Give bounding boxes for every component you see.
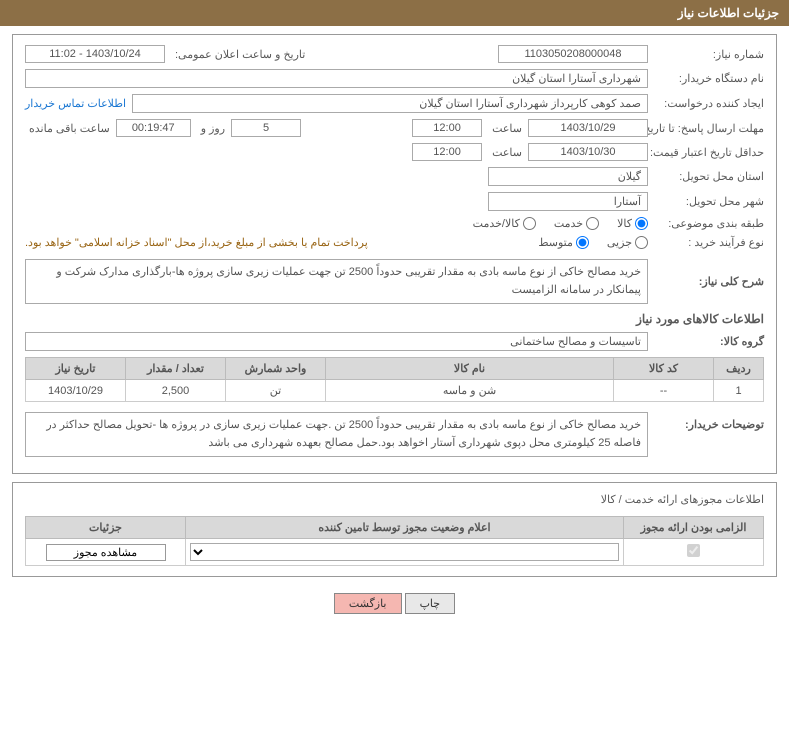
goods-info-title: اطلاعات کالاهای مورد نیاز <box>25 312 764 326</box>
goods-table: ردیف کد کالا نام کالا واحد شمارش تعداد /… <box>25 357 764 402</box>
td-qty: 2,500 <box>126 380 226 402</box>
deadline-time-field: 12:00 <box>412 119 482 137</box>
td-code: -- <box>614 380 714 402</box>
province-label: استان محل تحویل: <box>654 170 764 183</box>
license-table: الزامی بودن ارائه مجوز اعلام وضعیت مجوز … <box>25 516 764 566</box>
cat-radio-1[interactable] <box>635 217 648 230</box>
pt-radio-2[interactable] <box>576 236 589 249</box>
license-panel: اطلاعات مجوزهای ارائه خدمت / کالا الزامی… <box>12 482 777 577</box>
print-button[interactable]: چاپ <box>405 593 456 614</box>
payment-note: پرداخت تمام یا بخشی از مبلغ خرید،از محل … <box>25 236 368 249</box>
category-radio-group: کالا خدمت کالا/خدمت <box>473 217 648 230</box>
requester-label: ایجاد کننده درخواست: <box>654 97 764 110</box>
cat-radio-3[interactable] <box>523 217 536 230</box>
th-details: جزئیات <box>26 517 186 539</box>
contact-link[interactable]: اطلاعات تماس خریدار <box>25 97 126 110</box>
td-required <box>624 539 764 566</box>
province-field: گیلان <box>488 167 648 186</box>
buyer-notes-label: توضیحات خریدار: <box>654 412 764 431</box>
panel-header: جزئیات اطلاعات نیاز <box>0 0 789 26</box>
back-button[interactable]: بازگشت <box>334 593 402 614</box>
validity-date-field: 1403/10/30 <box>528 143 648 161</box>
category-label: طبقه بندی موضوعی: <box>654 217 764 230</box>
validity-label: حداقل تاریخ اعتبار قیمت: تا تاریخ: <box>654 146 764 159</box>
group-label: گروه کالا: <box>654 335 764 348</box>
pt-radio-1[interactable] <box>635 236 648 249</box>
td-name: شن و ماسه <box>326 380 614 402</box>
license-row: مشاهده مجوز <box>26 539 764 566</box>
desc-label: شرح کلی نیاز: <box>654 275 764 288</box>
deadline-label: مهلت ارسال پاسخ: تا تاریخ: <box>654 122 764 135</box>
desc-box: خرید مصالح خاکی از نوع ماسه بادی به مقدا… <box>25 259 648 304</box>
td-date: 1403/10/29 <box>26 380 126 402</box>
cat-radio-2[interactable] <box>586 217 599 230</box>
header-title: جزئیات اطلاعات نیاز <box>678 6 779 20</box>
cat-opt1[interactable]: کالا <box>617 217 648 230</box>
city-field: آستارا <box>488 192 648 211</box>
buyer-org-field: شهرداری آستارا استان گیلان <box>25 69 648 88</box>
license-title: اطلاعات مجوزهای ارائه خدمت / کالا <box>25 493 764 506</box>
remaining-label: ساعت باقی مانده <box>25 122 110 135</box>
th-unit: واحد شمارش <box>226 358 326 380</box>
main-panel: شماره نیاز: 1103050208000048 تاریخ و ساع… <box>12 34 777 474</box>
table-row: 1 -- شن و ماسه تن 2,500 1403/10/29 <box>26 380 764 402</box>
buyer-notes-box: خرید مصالح خاکی از نوع ماسه بادی به مقدا… <box>25 412 648 457</box>
remaining-field: 00:19:47 <box>116 119 191 137</box>
days-field: 5 <box>231 119 301 137</box>
th-qty: تعداد / مقدار <box>126 358 226 380</box>
status-select[interactable] <box>190 543 619 561</box>
cat-opt3[interactable]: کالا/خدمت <box>473 217 536 230</box>
announce-field: 1403/10/24 - 11:02 <box>25 45 165 63</box>
td-details: مشاهده مجوز <box>26 539 186 566</box>
td-row: 1 <box>714 380 764 402</box>
view-license-button[interactable]: مشاهده مجوز <box>46 544 166 561</box>
announce-label: تاریخ و ساعت اعلان عمومی: <box>171 48 305 61</box>
th-name: نام کالا <box>326 358 614 380</box>
pt-opt1[interactable]: جزیی <box>607 236 648 249</box>
pt-opt2[interactable]: متوسط <box>538 236 589 249</box>
footer-buttons: چاپ بازگشت <box>0 585 789 626</box>
td-unit: تن <box>226 380 326 402</box>
th-code: کد کالا <box>614 358 714 380</box>
buyer-org-label: نام دستگاه خریدار: <box>654 72 764 85</box>
need-no-field: 1103050208000048 <box>498 45 648 63</box>
cat-opt2[interactable]: خدمت <box>554 217 599 230</box>
th-date: تاریخ نیاز <box>26 358 126 380</box>
th-row: ردیف <box>714 358 764 380</box>
td-status <box>186 539 624 566</box>
days-label: روز و <box>197 122 225 135</box>
requester-field: صمد کوهی کارپرداز شهرداری آستارا استان گ… <box>132 94 648 113</box>
purchase-type-label: نوع فرآیند خرید : <box>654 236 764 249</box>
th-required: الزامی بودن ارائه مجوز <box>624 517 764 539</box>
deadline-date-field: 1403/10/29 <box>528 119 648 137</box>
time-label-2: ساعت <box>488 146 522 159</box>
need-no-label: شماره نیاز: <box>654 48 764 61</box>
group-field: تاسیسات و مصالح ساختمانی <box>25 332 648 351</box>
city-label: شهر محل تحویل: <box>654 195 764 208</box>
th-status: اعلام وضعیت مجوز توسط تامین کننده <box>186 517 624 539</box>
purchase-type-group: جزیی متوسط <box>538 236 648 249</box>
required-checkbox <box>687 544 700 557</box>
time-label-1: ساعت <box>488 122 522 135</box>
validity-time-field: 12:00 <box>412 143 482 161</box>
